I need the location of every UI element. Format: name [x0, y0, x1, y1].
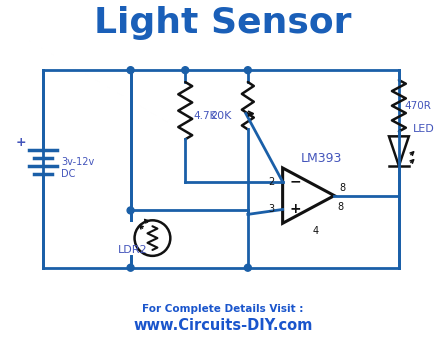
Text: For Complete Details Visit :: For Complete Details Visit : — [142, 304, 304, 314]
Text: 8: 8 — [339, 183, 346, 193]
Text: +: + — [16, 136, 26, 149]
Circle shape — [245, 67, 251, 73]
Circle shape — [245, 264, 251, 271]
Text: Light Sensor: Light Sensor — [94, 6, 352, 40]
Text: DC: DC — [61, 169, 76, 179]
Text: 3: 3 — [269, 204, 274, 215]
Text: 8: 8 — [337, 202, 343, 212]
Text: LED: LED — [413, 124, 434, 134]
Circle shape — [127, 67, 134, 73]
Text: www.Circuits-DIY.com: www.Circuits-DIY.com — [133, 318, 313, 333]
Text: 20K: 20K — [210, 111, 232, 121]
Text: 4: 4 — [312, 226, 319, 236]
Text: 4.7K: 4.7K — [193, 111, 216, 121]
Text: LM393: LM393 — [300, 152, 342, 165]
Text: −: − — [290, 175, 301, 189]
Text: 2: 2 — [269, 177, 274, 187]
Circle shape — [127, 264, 134, 271]
Text: 470R: 470R — [405, 101, 432, 111]
Text: LDR2: LDR2 — [118, 245, 148, 255]
Text: 3v-12v: 3v-12v — [61, 157, 94, 167]
Text: +: + — [290, 202, 301, 216]
Circle shape — [182, 67, 189, 73]
Circle shape — [127, 207, 134, 214]
